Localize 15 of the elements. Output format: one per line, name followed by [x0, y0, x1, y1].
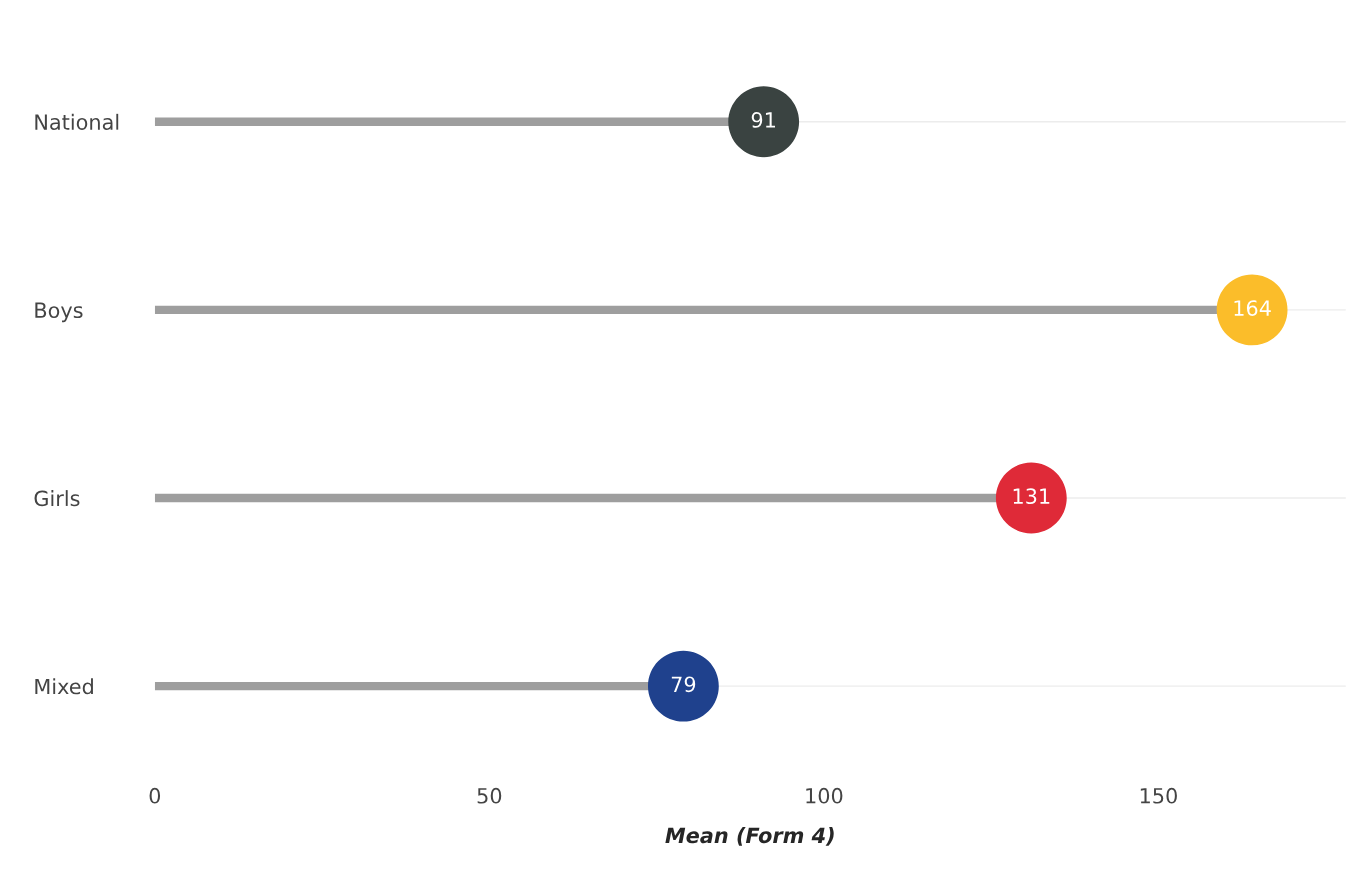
- data-label: 164: [1234, 300, 1271, 316]
- data-label: 79: [671, 676, 696, 693]
- x-tick-label: 0: [149, 787, 161, 804]
- x-tick-label: 50: [477, 787, 502, 804]
- x-tick-label: 100: [806, 787, 843, 804]
- y-tick-label: Mixed: [35, 678, 93, 695]
- y-tick-label: Girls: [34, 490, 80, 507]
- x-tick-label: 150: [1140, 787, 1177, 804]
- point: [728, 86, 800, 158]
- point: [647, 650, 719, 722]
- y-tick-label: National: [35, 113, 119, 130]
- data-label: 91: [751, 112, 776, 128]
- data-label: 131: [1013, 488, 1050, 505]
- y-tick-label: Boys: [35, 302, 83, 323]
- x-axis-title: Mean (Form 4): [665, 827, 834, 846]
